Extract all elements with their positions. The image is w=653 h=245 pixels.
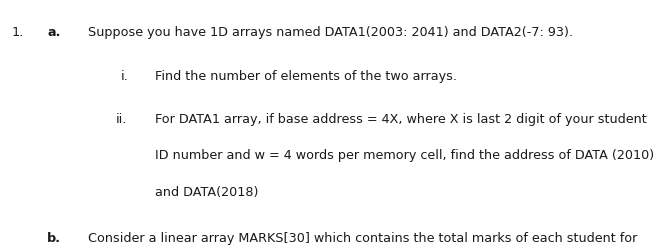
Text: Find the number of elements of the two arrays.: Find the number of elements of the two a… [155,70,457,83]
Text: Suppose you have 1D arrays named DATA1(2003: 2041) and DATA2(-7: 93).: Suppose you have 1D arrays named DATA1(2… [88,26,573,39]
Text: a.: a. [47,26,60,39]
Text: and DATA(2018): and DATA(2018) [155,186,259,199]
Text: i.: i. [121,70,129,83]
Text: ii.: ii. [116,113,127,126]
Text: ID number and w = 4 words per memory cell, find the address of DATA (2010): ID number and w = 4 words per memory cel… [155,149,653,162]
Text: Consider a linear array MARKS[30] which contains the total marks of each student: Consider a linear array MARKS[30] which … [88,232,637,245]
Text: b.: b. [47,232,61,245]
Text: For DATA1 array, if base address = 4X, where X is last 2 digit of your student: For DATA1 array, if base address = 4X, w… [155,113,647,126]
Text: 1.: 1. [12,26,24,39]
